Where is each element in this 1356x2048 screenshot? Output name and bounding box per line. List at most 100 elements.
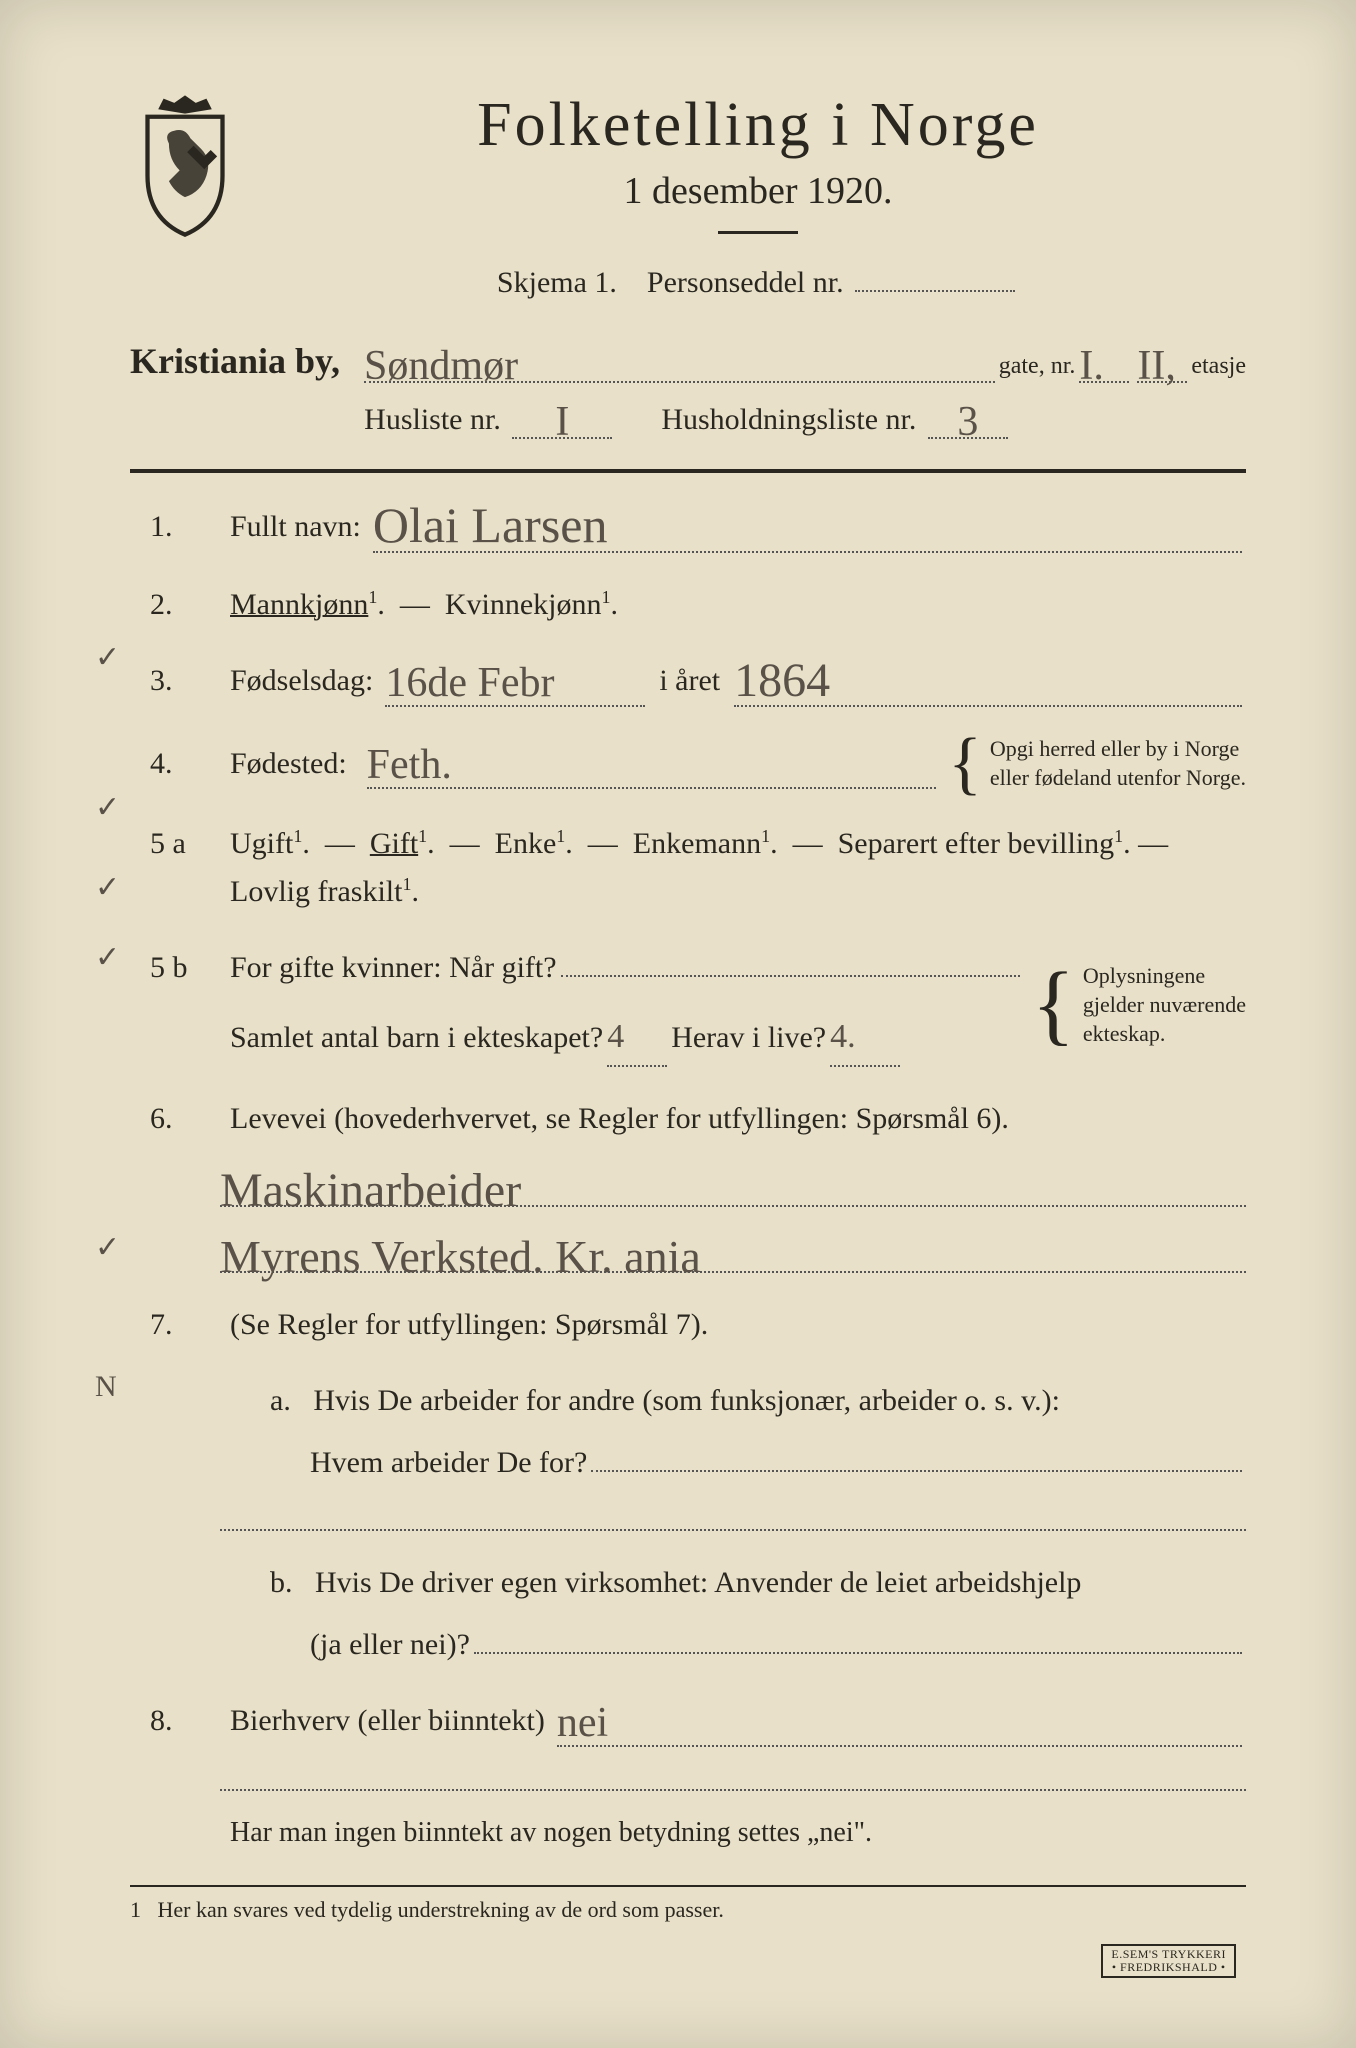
q4-fill: Feth. (367, 739, 937, 789)
q5b-val3: 4. (830, 1018, 856, 1055)
q3-year: 1864 (734, 654, 830, 707)
q3-day: 16de Febr (385, 660, 554, 706)
q5a-opt6: Lovlig fraskilt (230, 875, 402, 908)
street-value: Søndmør (364, 343, 518, 389)
question-7: 7. (Se Regler for utfyllingen: Spørsmål … (130, 1301, 1246, 1349)
q7a-label: a. (270, 1384, 291, 1417)
q2-opt1: Mannkjønn (230, 588, 368, 621)
question-5a: 5 a Ugift1. — Gift1. — Enke1. — Enkemann… (130, 820, 1246, 916)
header: Folketelling i Norge 1 desember 1920. Sk… (130, 90, 1246, 340)
q4-note: Opgi herred eller by i Norge eller fødel… (990, 735, 1246, 792)
q5b-note: Oplysningene gjelder nuværende ekteskap. (1083, 962, 1246, 1048)
q2-opt2: Kvinnekjønn (445, 588, 602, 621)
question-7b: b. Hvis De driver egen virksomhet: Anven… (130, 1559, 1246, 1669)
q4-num: 4. (130, 740, 220, 788)
husholdning-label: Husholdningsliste nr. (661, 403, 916, 436)
q4-label: Fødested: (230, 740, 347, 788)
q5b-val2: 4 (607, 1018, 624, 1055)
q1-num: 1. (130, 503, 220, 551)
etasje-label: etasje (1191, 353, 1246, 380)
q4-note2: eller fødeland utenfor Norge. (990, 764, 1246, 793)
footer-note: Har man ingen biinntekt av nogen betydni… (230, 1817, 872, 1848)
q8-value: nei (557, 1700, 608, 1746)
title-block: Folketelling i Norge 1 desember 1920. Sk… (270, 90, 1246, 340)
q5a-opt3: Enke (495, 827, 557, 860)
q7b-fill (474, 1626, 1242, 1654)
q7b-text1: Hvis De driver egen virksomhet: Anvender… (315, 1566, 1081, 1599)
q8-label: Bierhverv (eller biinntekt) (230, 1697, 545, 1745)
q1-value: Olai Larsen (373, 497, 608, 553)
question-2: 2. Mannkjønn1. — Kvinnekjønn1. (130, 581, 1246, 629)
q5b-fill3: 4. (830, 1010, 900, 1066)
question-6: 6. Levevei (hovederhvervet, se Regler fo… (130, 1095, 1246, 1143)
q6-line1: Maskinarbeider (220, 1164, 521, 1217)
q3-year-fill: 1864 (734, 657, 1242, 707)
footnote-rule (130, 1885, 1246, 1887)
question-4: 4. Fødested: Feth. { Opgi herred eller b… (130, 735, 1246, 792)
q7a-text1: Hvis De arbeider for andre (som funksjon… (313, 1384, 1060, 1417)
check-mark: ✓ (95, 640, 120, 675)
q3-num: 3. (130, 657, 220, 705)
brace-icon: { (1032, 969, 1075, 1041)
footnote: 1 Her kan svares ved tydelig understrekn… (130, 1897, 1246, 1923)
schema-line: Skjema 1. Personseddel nr. (270, 264, 1246, 300)
husliste-nr: I (555, 399, 569, 445)
check-mark: ✓ (95, 870, 120, 905)
q7a-extra-line (220, 1527, 1246, 1531)
subtitle: 1 desember 1920. (270, 169, 1246, 213)
etasje-nr: II, (1137, 343, 1175, 389)
stamp-line1: E.SEM'S TRYKKERI (1111, 1948, 1226, 1961)
document-page: ✓ ✓ ✓ ✓ ✓ N Folketelling i Norge 1 desem… (0, 0, 1356, 2048)
q4-value: Feth. (367, 742, 452, 788)
husholdning-fill: 3 (928, 403, 1008, 439)
q1-fill: Olai Larsen (373, 503, 1242, 553)
q8-fill: nei (557, 1697, 1242, 1747)
q1-label: Fullt navn: (230, 503, 361, 551)
question-3: 3. Fødselsdag: 16de Febr i året 1864 (130, 657, 1246, 707)
coat-of-arms-icon (130, 90, 240, 240)
husliste-fill: I (512, 403, 612, 439)
q8-num: 8. (130, 1697, 220, 1745)
husliste-label: Husliste nr. (364, 403, 501, 436)
street-fill: Søndmør (364, 347, 995, 383)
q7a-fill (591, 1444, 1242, 1472)
question-1: 1. Fullt navn: Olai Larsen (130, 503, 1246, 553)
check-mark: ✓ (95, 1230, 120, 1265)
address-line: Kristiania by, Søndmør gate, nr. I. II, … (130, 340, 1246, 383)
gate-nr: I. (1079, 343, 1104, 389)
title-divider (718, 231, 798, 234)
q5a-opt4: Enkemann (633, 827, 761, 860)
schema-label: Skjema 1. (497, 266, 617, 299)
list-numbers-line: Husliste nr. I Husholdningsliste nr. 3 (130, 403, 1246, 439)
brace-icon: { (948, 736, 982, 792)
footnote-text: Her kan svares ved tydelig understreknin… (158, 1897, 724, 1922)
q5a-opt5: Separert efter bevilling (838, 827, 1115, 860)
q5b-fill2: 4 (607, 1010, 667, 1066)
check-mark: ✓ (95, 790, 120, 825)
q5b-label2: Samlet antal barn i ekteskapet? (230, 1014, 603, 1062)
q7b-label: b. (270, 1566, 293, 1599)
q2-num: 2. (130, 581, 220, 629)
q4-note1: Opgi herred eller by i Norge (990, 735, 1246, 764)
city-label: Kristiania by, (130, 340, 340, 382)
q5b-note1: Oplysningene (1083, 962, 1246, 991)
husholdning-nr: 3 (957, 399, 978, 445)
question-8: 8. Bierhverv (eller biinntekt) nei (130, 1697, 1246, 1747)
q7b-text2: (ja eller nei)? (310, 1621, 470, 1669)
footnote-num: 1 (130, 1897, 141, 1922)
q3-label: Fødselsdag: (230, 657, 373, 705)
stamp-line2: • FREDRIKSHALD • (1111, 1961, 1226, 1974)
q6-num: 6. (130, 1095, 220, 1143)
q3-day-fill: 16de Febr (385, 657, 645, 707)
divider-thick (130, 469, 1246, 473)
q6-label: Levevei (hovederhvervet, se Regler for u… (230, 1102, 1009, 1135)
gate-label: gate, nr. (999, 353, 1076, 380)
q5a-num: 5 a (130, 820, 220, 868)
printer-stamp: E.SEM'S TRYKKERI • FREDRIKSHALD • (1101, 1944, 1236, 1978)
main-title: Folketelling i Norge (270, 90, 1246, 161)
q7-label: (Se Regler for utfyllingen: Spørsmål 7). (230, 1308, 708, 1341)
q5a-opt1: Ugift (230, 827, 293, 860)
q5b-note2: gjelder nuværende (1083, 991, 1246, 1020)
q5b-note3: ekteskap. (1083, 1020, 1246, 1049)
q5b-num: 5 b (130, 944, 220, 992)
